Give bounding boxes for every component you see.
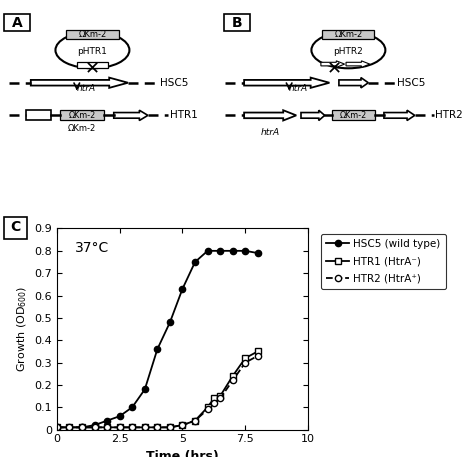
HTR2 (HtrA⁺) bbox=[142, 425, 148, 430]
HTR1 (HtrA⁻) bbox=[142, 425, 148, 430]
HSC5 (wild type) bbox=[79, 425, 85, 430]
HTR1 (HtrA⁻) bbox=[217, 393, 223, 399]
HSC5 (wild type) bbox=[155, 346, 160, 352]
FancyArrow shape bbox=[244, 78, 329, 88]
Text: HTR2: HTR2 bbox=[435, 111, 463, 120]
HTR1 (HtrA⁻) bbox=[117, 425, 122, 430]
HTR1 (HtrA⁻) bbox=[230, 373, 236, 379]
Text: ΩKm-2: ΩKm-2 bbox=[68, 124, 96, 133]
Text: ΩKm-2: ΩKm-2 bbox=[68, 111, 96, 120]
FancyArrow shape bbox=[301, 110, 325, 121]
HTR1 (HtrA⁻) bbox=[205, 404, 210, 410]
FancyArrow shape bbox=[244, 110, 296, 121]
HTR2 (HtrA⁺) bbox=[211, 400, 217, 405]
Text: htrA: htrA bbox=[261, 128, 280, 137]
HSC5 (wild type) bbox=[255, 250, 261, 256]
FancyArrow shape bbox=[346, 61, 370, 67]
HTR1 (HtrA⁻) bbox=[211, 396, 217, 401]
HTR2 (HtrA⁺) bbox=[205, 407, 210, 412]
HTR2 (HtrA⁺) bbox=[242, 360, 248, 365]
HSC5 (wild type) bbox=[91, 422, 98, 428]
HTR1 (HtrA⁻) bbox=[180, 422, 185, 428]
Bar bbox=[66, 30, 118, 39]
HSC5 (wild type) bbox=[167, 319, 173, 325]
HTR2 (HtrA⁺) bbox=[180, 422, 185, 428]
Text: ΩKm-2: ΩKm-2 bbox=[334, 30, 363, 39]
FancyArrow shape bbox=[339, 78, 368, 88]
HTR2 (HtrA⁺) bbox=[155, 425, 160, 430]
HTR1 (HtrA⁻) bbox=[66, 425, 72, 430]
HTR1 (HtrA⁻) bbox=[104, 425, 110, 430]
HTR1 (HtrA⁻) bbox=[155, 425, 160, 430]
Y-axis label: Growth (OD$_{600}$): Growth (OD$_{600}$) bbox=[15, 286, 29, 372]
Text: ΩKm-2: ΩKm-2 bbox=[340, 111, 367, 120]
HTR1 (HtrA⁻) bbox=[129, 425, 135, 430]
Text: ✕: ✕ bbox=[85, 60, 100, 79]
HTR2 (HtrA⁺) bbox=[129, 425, 135, 430]
Text: C: C bbox=[10, 220, 20, 234]
Bar bbox=[332, 110, 375, 121]
HTR2 (HtrA⁺) bbox=[255, 353, 261, 359]
HTR2 (HtrA⁺) bbox=[91, 425, 98, 430]
HTR2 (HtrA⁺) bbox=[54, 425, 60, 430]
Line: HTR1 (HtrA⁻): HTR1 (HtrA⁻) bbox=[54, 348, 261, 430]
HSC5 (wild type) bbox=[242, 248, 248, 254]
Line: HSC5 (wild type): HSC5 (wild type) bbox=[54, 248, 261, 430]
HSC5 (wild type) bbox=[217, 248, 223, 254]
HSC5 (wild type) bbox=[205, 248, 210, 254]
HTR2 (HtrA⁺) bbox=[66, 425, 72, 430]
HTR2 (HtrA⁺) bbox=[79, 425, 85, 430]
FancyBboxPatch shape bbox=[4, 217, 27, 239]
HSC5 (wild type) bbox=[117, 414, 122, 419]
HSC5 (wild type) bbox=[104, 418, 110, 423]
Text: 37°C: 37°C bbox=[74, 240, 109, 255]
Text: pHTR2: pHTR2 bbox=[334, 47, 363, 56]
Bar bbox=[26, 110, 51, 121]
HTR1 (HtrA⁻) bbox=[79, 425, 85, 430]
Text: A: A bbox=[11, 16, 22, 30]
Text: htrA: htrA bbox=[289, 84, 308, 93]
Legend: HSC5 (wild type), HTR1 (HtrA⁻), HTR2 (HtrA⁺): HSC5 (wild type), HTR1 (HtrA⁻), HTR2 (Ht… bbox=[321, 234, 446, 289]
HTR2 (HtrA⁺) bbox=[104, 425, 110, 430]
FancyArrow shape bbox=[384, 110, 415, 121]
Text: HTR1: HTR1 bbox=[170, 111, 198, 120]
HTR2 (HtrA⁺) bbox=[217, 396, 223, 401]
HTR2 (HtrA⁺) bbox=[117, 425, 122, 430]
HTR2 (HtrA⁺) bbox=[167, 425, 173, 430]
Text: HSC5: HSC5 bbox=[397, 78, 426, 88]
HSC5 (wild type) bbox=[142, 387, 148, 392]
X-axis label: Time (hrs): Time (hrs) bbox=[146, 450, 219, 457]
FancyArrow shape bbox=[321, 61, 345, 67]
FancyArrow shape bbox=[31, 78, 128, 88]
Bar bbox=[322, 30, 374, 39]
HSC5 (wild type) bbox=[230, 248, 236, 254]
HSC5 (wild type) bbox=[192, 259, 198, 265]
Line: HTR2 (HtrA⁺): HTR2 (HtrA⁺) bbox=[54, 353, 261, 430]
Text: htrA: htrA bbox=[77, 84, 96, 93]
Text: ΩKm-2: ΩKm-2 bbox=[78, 30, 107, 39]
HTR1 (HtrA⁻) bbox=[167, 425, 173, 430]
Text: pHTR1: pHTR1 bbox=[77, 47, 108, 56]
HTR1 (HtrA⁻) bbox=[192, 418, 198, 423]
HTR1 (HtrA⁻) bbox=[242, 356, 248, 361]
HSC5 (wild type) bbox=[129, 404, 135, 410]
FancyArrow shape bbox=[114, 110, 148, 121]
Bar bbox=[60, 110, 104, 121]
Bar bbox=[77, 62, 108, 68]
HTR2 (HtrA⁺) bbox=[192, 418, 198, 423]
HSC5 (wild type) bbox=[180, 286, 185, 292]
FancyBboxPatch shape bbox=[224, 14, 250, 32]
HTR1 (HtrA⁻) bbox=[255, 349, 261, 354]
HSC5 (wild type) bbox=[54, 425, 60, 430]
HTR2 (HtrA⁺) bbox=[230, 377, 236, 383]
Text: B: B bbox=[231, 16, 242, 30]
HTR1 (HtrA⁻) bbox=[91, 425, 98, 430]
FancyBboxPatch shape bbox=[4, 14, 30, 32]
Text: HSC5: HSC5 bbox=[160, 78, 189, 88]
Text: ✕: ✕ bbox=[327, 60, 342, 79]
HTR1 (HtrA⁻) bbox=[54, 425, 60, 430]
